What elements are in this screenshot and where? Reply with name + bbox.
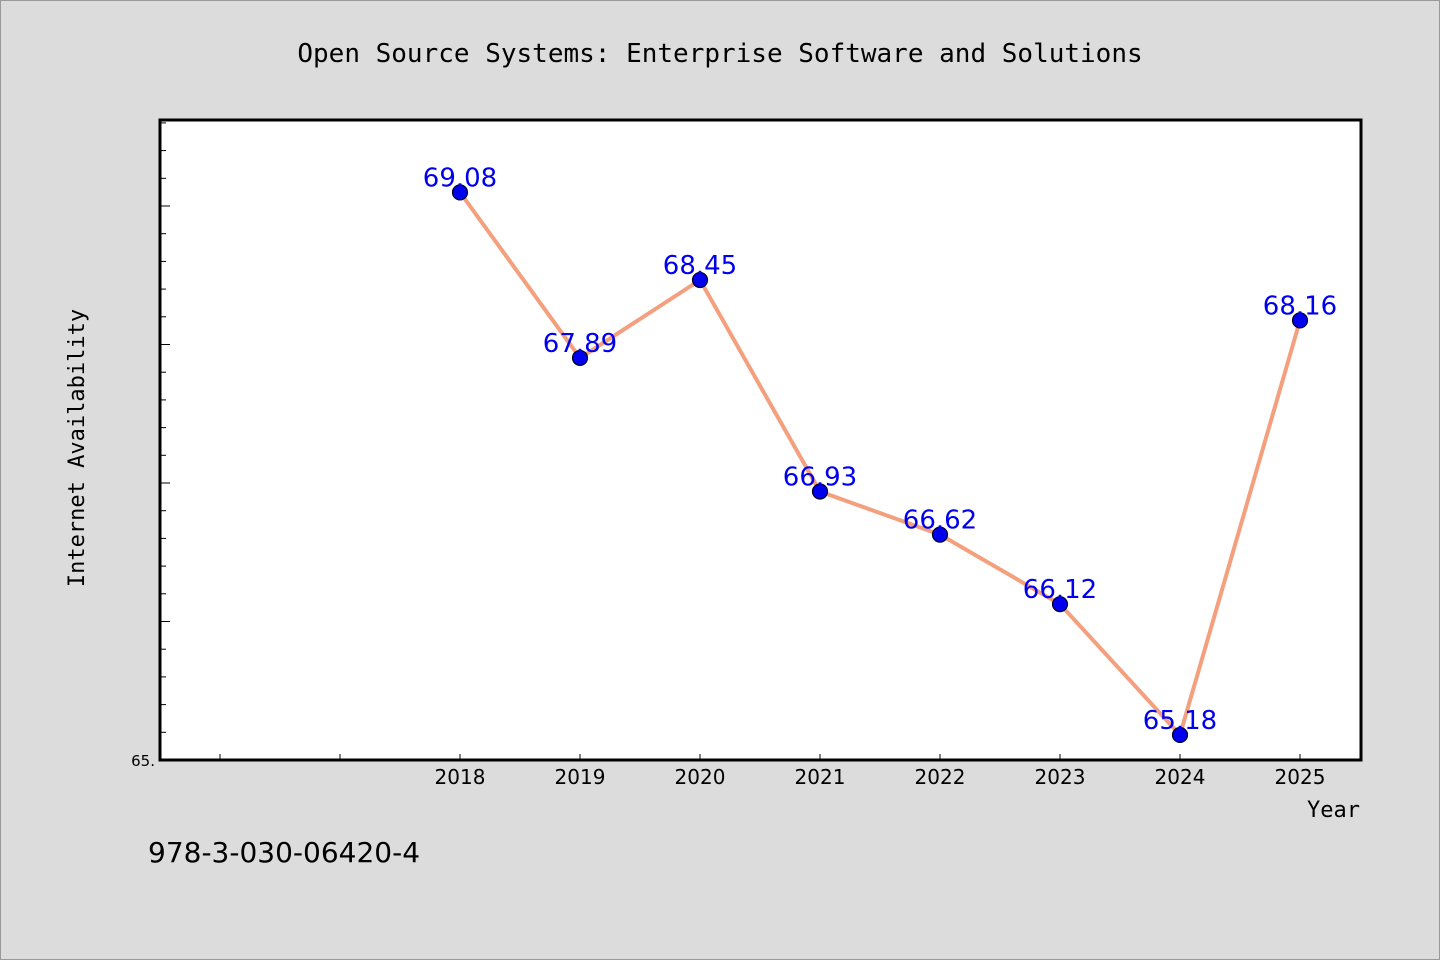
data-point	[1291, 312, 1309, 329]
data-point	[571, 349, 589, 367]
x-axis-tick-labels: 2018 2019 2020 2021 2022 2023 2024 2025	[435, 765, 1326, 789]
markers-group	[451, 184, 1309, 744]
series-group	[458, 190, 1302, 737]
data-label: 66.12	[1023, 575, 1097, 605]
data-label: 66.93	[783, 462, 857, 492]
x-tick-label: 2025	[1275, 765, 1326, 789]
data-point	[451, 184, 469, 201]
isbn-footer: 978-3-030-06420-4	[148, 836, 420, 869]
y-tick-label: 65.	[131, 752, 155, 770]
x-axis-title: Year	[1307, 798, 1360, 823]
x-tick-label: 2024	[1155, 765, 1206, 789]
data-label: 69.08	[423, 163, 497, 193]
y-axis-title: Internet Availability	[65, 309, 90, 587]
y-axis-ticks	[160, 122, 170, 761]
plot-area	[158, 118, 1363, 762]
data-point	[931, 526, 949, 543]
data-point	[1051, 596, 1069, 613]
data-label: 66.62	[903, 506, 977, 536]
x-tick-label: 2021	[795, 765, 846, 789]
x-tick-label: 2023	[1035, 765, 1086, 789]
data-point	[811, 483, 829, 500]
data-label: 68.45	[663, 251, 737, 281]
x-tick-label: 2020	[675, 765, 726, 789]
data-label: 67.89	[543, 329, 617, 359]
data-label: 65.18	[1143, 706, 1217, 736]
data-point	[691, 271, 709, 289]
x-tick-label: 2022	[915, 765, 966, 789]
data-point	[1171, 726, 1189, 744]
x-tick-label: 2019	[555, 765, 606, 789]
x-tick-label: 2018	[435, 765, 486, 789]
x-axis-ticks	[219, 754, 1301, 760]
data-label: 68.16	[1263, 291, 1337, 321]
data-labels-group: 69.08 67.89 68.45 66.93 66.62 66.12 65.18 68.16	[423, 163, 1337, 736]
chart-title: Open Source Systems: Enterprise Software…	[297, 39, 1142, 69]
series-line	[458, 190, 1302, 737]
